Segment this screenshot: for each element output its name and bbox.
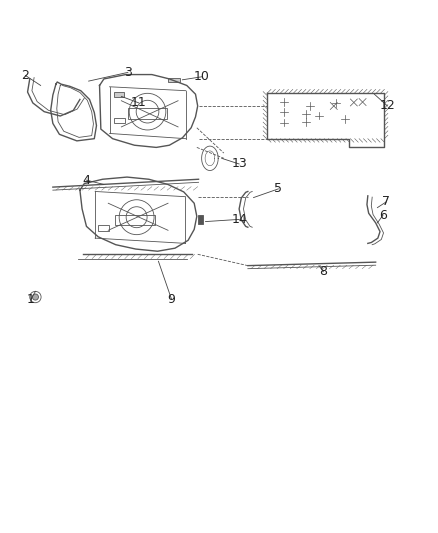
FancyBboxPatch shape — [197, 215, 203, 224]
Text: 11: 11 — [131, 96, 146, 109]
Text: 3: 3 — [124, 66, 131, 79]
Text: 2: 2 — [21, 69, 29, 82]
Text: 5: 5 — [274, 182, 282, 196]
Circle shape — [32, 294, 39, 300]
FancyBboxPatch shape — [114, 92, 124, 97]
Text: 6: 6 — [378, 208, 386, 222]
FancyBboxPatch shape — [168, 78, 180, 83]
Text: 14: 14 — [231, 213, 247, 226]
Text: 7: 7 — [381, 196, 389, 208]
Text: 13: 13 — [231, 157, 247, 171]
Text: 1: 1 — [27, 293, 35, 306]
Text: 12: 12 — [379, 100, 395, 112]
Text: 8: 8 — [318, 265, 327, 278]
Text: 4: 4 — [82, 174, 90, 187]
Text: 10: 10 — [194, 70, 209, 83]
Text: 9: 9 — [167, 293, 175, 306]
